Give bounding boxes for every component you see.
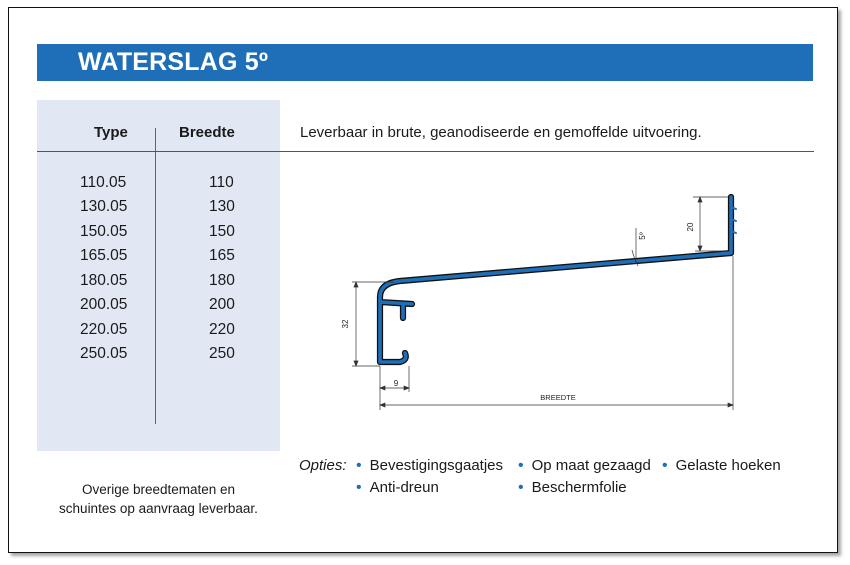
option-label: Op maat gezaagd	[531, 457, 651, 474]
description-text: Leverbaar in brute, geanodiseerde en gem…	[300, 124, 702, 141]
table-cell-type: 110.05	[80, 174, 127, 191]
dim-front-height-label: 32	[341, 319, 350, 328]
dimension-angle	[631, 228, 639, 267]
table-cell-breedte: 150	[209, 223, 235, 240]
table-cell-type: 165.05	[80, 247, 128, 264]
bullet-icon: •	[662, 457, 668, 474]
dimension-front-height	[352, 281, 394, 367]
dim-front-width-label: 9	[394, 379, 399, 388]
option-item: • Bevestigingsgaatjes	[356, 457, 503, 475]
table-cell-breedte: 180	[209, 272, 235, 289]
note-line-1: Overige breedtematen en	[81, 482, 236, 497]
option-label: Beschermfolie	[531, 479, 627, 496]
dim-breedte-label: BREEDTE	[540, 393, 575, 402]
title-bar	[37, 44, 813, 81]
table-cell-breedte: 165	[209, 247, 235, 264]
option-item: • Anti-dreun	[356, 479, 439, 497]
note-line-2: schuintes op aanvraag leverbaar.	[59, 501, 258, 516]
bullet-icon: •	[518, 457, 524, 474]
bullet-icon: •	[356, 457, 362, 474]
table-cell-breedte: 200	[209, 296, 235, 313]
table-cell-breedte: 110	[209, 174, 234, 191]
waterslag-profile	[376, 193, 737, 366]
option-item: • Beschermfolie	[518, 479, 627, 497]
dimension-back-height	[693, 196, 728, 252]
profile-shape	[378, 195, 733, 364]
table-cell-type: 130.05	[80, 198, 128, 215]
option-label: Anti-dreun	[369, 479, 439, 496]
dimension-breedte	[379, 256, 734, 410]
dim-angle-label: 5º	[638, 232, 647, 239]
table-header-breedte: Breedte	[179, 124, 235, 141]
size-table-panel	[37, 100, 280, 451]
table-cell-type: 220.05	[80, 321, 128, 338]
option-item: • Op maat gezaagd	[518, 457, 651, 475]
table-cell-type: 180.05	[80, 272, 128, 289]
table-cell-type: 200.05	[80, 296, 128, 313]
page-title: WATERSLAG 5º	[78, 48, 269, 76]
option-label: Gelaste hoeken	[675, 457, 781, 474]
bullet-icon: •	[518, 479, 524, 496]
custom-sizes-note: Overige breedtematen en schuintes op aan…	[37, 480, 280, 518]
table-cell-breedte: 220	[209, 321, 235, 338]
option-item: • Gelaste hoeken	[662, 457, 781, 475]
options-label: Opties:	[299, 457, 347, 474]
table-cell-type: 150.05	[80, 223, 128, 240]
table-cell-breedte: 250	[209, 345, 235, 362]
dimension-front-width	[379, 366, 410, 392]
table-cell-type: 250.05	[80, 345, 128, 362]
dim-back-height-label: 20	[686, 222, 695, 231]
table-cell-breedte: 130	[209, 198, 235, 215]
table-header-type: Type	[94, 124, 128, 141]
bullet-icon: •	[356, 479, 362, 496]
table-header-divider	[37, 151, 814, 152]
table-column-divider	[155, 128, 156, 424]
option-label: Bevestigingsgaatjes	[369, 457, 504, 474]
